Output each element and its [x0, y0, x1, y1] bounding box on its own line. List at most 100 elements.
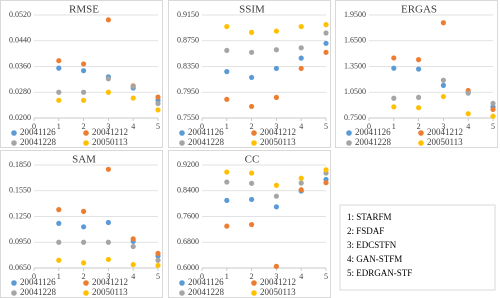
x-tick-label: 5 [156, 272, 160, 281]
point [56, 207, 62, 213]
legend-marker [11, 140, 17, 146]
point [224, 197, 230, 204]
point [81, 61, 87, 67]
x-tick-label: 3 [106, 122, 110, 131]
point [155, 107, 161, 113]
y-tick-label: 0.1550 [9, 186, 31, 195]
x-tick-label: 0 [200, 122, 204, 131]
panel-border [335, 0, 498, 148]
point [249, 170, 255, 176]
point [105, 256, 111, 263]
legend-marker [11, 280, 17, 286]
point [416, 57, 422, 63]
y-tick-label: 0.7950 [177, 87, 199, 96]
point [249, 221, 255, 228]
method-entry: 5: EDRGAN-STF [347, 268, 412, 278]
chart-title: CC [245, 154, 260, 166]
panel: SAM 0.0650 0.0950 0.1250 0.1550 0.1850 0 1 2 3 4 5 2… [0, 150, 163, 298]
point [105, 219, 111, 226]
legend-label: 20041212 [260, 127, 296, 137]
legend-label: 20041212 [427, 127, 463, 137]
y-tick-label: 0.7500 [344, 113, 366, 122]
legend-marker [11, 130, 17, 136]
y-tick-label: 0.9200 [177, 160, 199, 169]
x-tick-label: 4 [299, 122, 303, 131]
x-tick-label: 1 [57, 272, 61, 281]
point [155, 94, 161, 100]
point [224, 169, 230, 175]
legend-marker [11, 290, 17, 296]
point [56, 220, 62, 226]
point [440, 77, 446, 83]
x-tick-label: 0 [32, 272, 36, 281]
point [224, 69, 230, 75]
point [323, 167, 329, 173]
point [490, 100, 496, 107]
method-entry: 4: GAN-STFM [347, 254, 402, 264]
point [249, 196, 255, 203]
point [298, 187, 304, 193]
legend-label: 20050113 [92, 137, 128, 147]
point [81, 89, 87, 95]
legend-marker [83, 130, 89, 136]
point [440, 93, 446, 100]
y-tick-label: 1.3500 [344, 61, 366, 70]
y-tick-label: 0.8350 [177, 61, 199, 70]
y-tick-label: 0.0360 [9, 61, 31, 70]
point [416, 94, 422, 100]
point [81, 224, 87, 230]
y-tick-label: 0.0650 [9, 263, 31, 272]
legend-label: 20050113 [260, 137, 296, 147]
x-tick-label: 5 [491, 122, 495, 131]
x-tick-label: 4 [466, 122, 470, 131]
point [273, 193, 279, 199]
y-tick-label: 0.7550 [177, 113, 199, 122]
legend-marker [346, 140, 352, 146]
point [465, 90, 471, 96]
point [273, 65, 279, 72]
point [298, 175, 304, 181]
point [56, 58, 62, 64]
x-tick-label: 1 [392, 122, 396, 131]
point [56, 239, 62, 245]
legend-marker [251, 130, 257, 136]
point [298, 55, 304, 61]
legend-marker [83, 140, 89, 146]
legend-marker [251, 140, 257, 146]
x-tick-label: 3 [274, 272, 278, 281]
point [249, 74, 255, 81]
point [81, 208, 87, 214]
x-tick-label: 2 [82, 122, 86, 131]
point [391, 55, 397, 61]
legend-label: 20050113 [260, 287, 296, 297]
chart-title: ERGAS [401, 4, 437, 16]
point [224, 47, 230, 54]
point [155, 257, 161, 263]
point [298, 65, 304, 72]
y-tick-label: 0.1850 [9, 160, 31, 169]
x-tick-label: 1 [225, 122, 229, 131]
point [249, 103, 255, 110]
point [56, 65, 62, 71]
x-tick-label: 5 [324, 272, 328, 281]
legend-label: 20041126 [20, 127, 56, 137]
y-tick-label: 1.6500 [344, 36, 366, 45]
point [298, 180, 304, 186]
point [416, 105, 422, 111]
point [323, 22, 329, 28]
point [81, 260, 87, 266]
legend-label: 20041126 [355, 127, 391, 137]
point [56, 257, 62, 263]
legend-label: 20041228 [188, 287, 225, 297]
x-tick-label: 0 [32, 122, 36, 131]
legend-label: 20041126 [188, 277, 224, 287]
point [490, 113, 496, 119]
x-tick-label: 2 [82, 272, 86, 281]
y-tick-label: 0.6000 [177, 263, 199, 272]
point [391, 95, 397, 101]
point [224, 223, 230, 229]
point [391, 65, 397, 71]
x-tick-label: 4 [299, 272, 303, 281]
point [224, 96, 230, 102]
